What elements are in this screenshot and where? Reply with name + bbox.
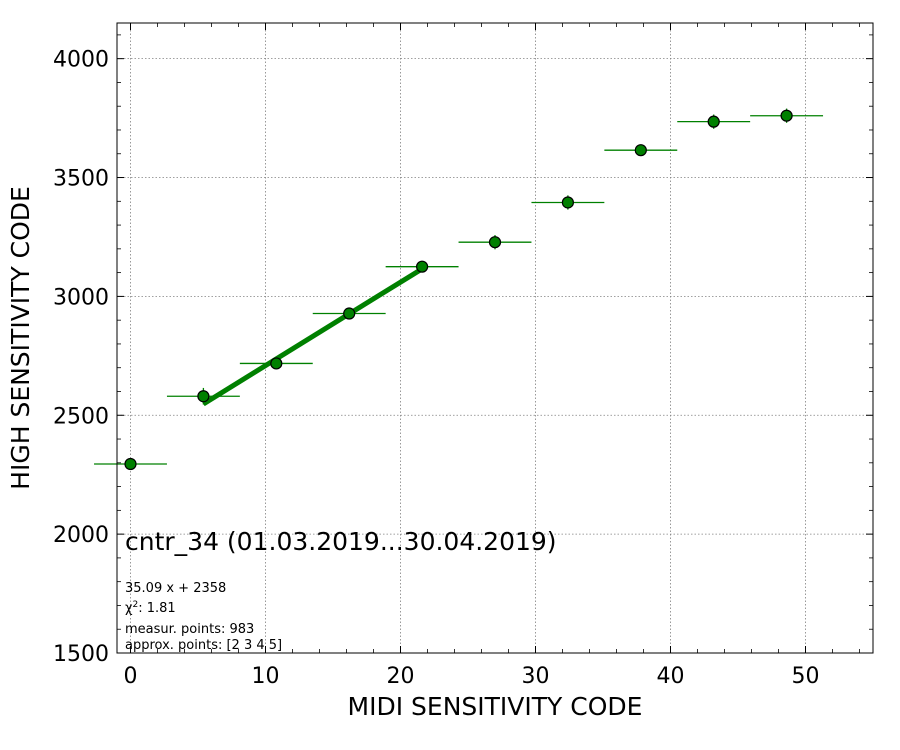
y-axis-label: HIGH SENSITIVITY CODE — [6, 186, 35, 490]
plot-frame — [116, 22, 874, 654]
approx-points-label: approx. points: [2 3 4 5] — [125, 638, 282, 653]
x-axis-label: MIDI SENSITIVITY CODE — [348, 692, 643, 721]
y-tick-label: 3000 — [53, 285, 109, 310]
fit-equation: 35.09 x + 2358 — [125, 581, 226, 596]
y-tick-label: 2500 — [53, 404, 109, 429]
x-tick-label: 30 — [522, 664, 550, 689]
data-point — [488, 236, 502, 249]
grid — [117, 23, 873, 653]
y-tick-label: 4000 — [53, 48, 109, 73]
y-tick-label: 3500 — [53, 167, 109, 192]
fit-line — [202, 266, 424, 407]
x-tick-label: 10 — [252, 664, 280, 689]
x-tick-label: 50 — [792, 664, 820, 689]
data-point — [634, 144, 647, 157]
x-tick-label: 20 — [387, 664, 415, 689]
data-point — [707, 115, 720, 128]
data-point — [197, 390, 210, 403]
data-point — [561, 196, 575, 209]
fit-line-group — [202, 266, 424, 407]
data-point — [343, 307, 356, 320]
error-bars — [94, 108, 824, 467]
axis-ticks: 0 10 20 30 40 50 1500 2000 2500 3000 3500 4000 — [53, 23, 873, 689]
data-point — [780, 109, 793, 122]
x-tick-label: 0 — [124, 664, 138, 689]
y-tick-label: 2000 — [53, 523, 109, 548]
data-point — [124, 457, 137, 471]
x-tick-label: 40 — [657, 664, 685, 689]
chi-squared: χ2: 1.81 — [125, 600, 176, 616]
y-tick-label: 1500 — [53, 642, 109, 667]
chart-title: cntr_34 (01.03.2019...30.04.2019) — [125, 527, 557, 556]
data-points — [124, 109, 793, 471]
data-point — [416, 260, 429, 273]
measur-points-label: measur. points: 983 — [125, 622, 254, 637]
data-point — [270, 357, 283, 370]
